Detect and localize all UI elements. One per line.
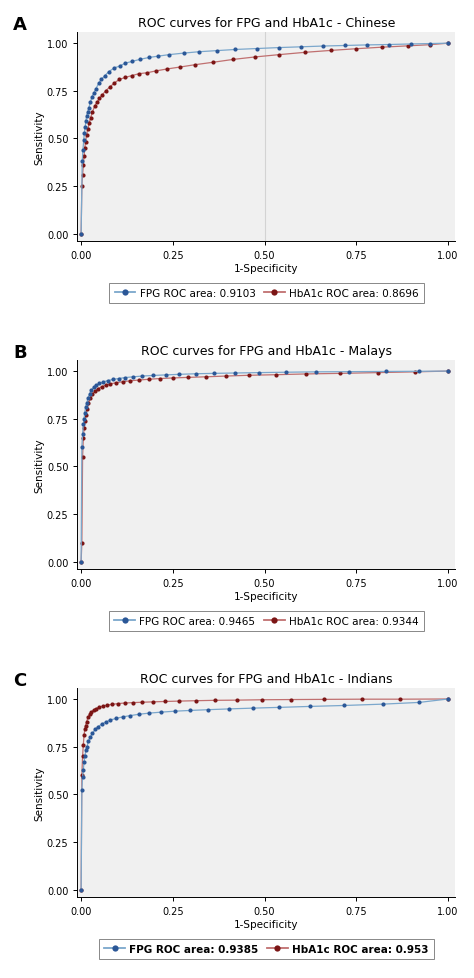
Title: ROC curves for FPG and HbA1c - Malays: ROC curves for FPG and HbA1c - Malays	[141, 344, 392, 358]
Legend: FPG ROC area: 0.9465, HbA1c ROC area: 0.9344: FPG ROC area: 0.9465, HbA1c ROC area: 0.…	[109, 611, 424, 632]
Y-axis label: Sensitivity: Sensitivity	[34, 766, 44, 820]
X-axis label: 1-Specificity: 1-Specificity	[234, 919, 299, 929]
Y-axis label: Sensitivity: Sensitivity	[34, 111, 44, 164]
Text: C: C	[13, 671, 27, 689]
Y-axis label: Sensitivity: Sensitivity	[34, 438, 44, 492]
Legend: FPG ROC area: 0.9103, HbA1c ROC area: 0.8696: FPG ROC area: 0.9103, HbA1c ROC area: 0.…	[109, 284, 424, 304]
X-axis label: 1-Specificity: 1-Specificity	[234, 264, 299, 274]
Text: A: A	[13, 16, 27, 34]
X-axis label: 1-Specificity: 1-Specificity	[234, 592, 299, 601]
Title: ROC curves for FPG and HbA1c - Chinese: ROC curves for FPG and HbA1c - Chinese	[138, 18, 395, 30]
Title: ROC curves for FPG and HbA1c - Indians: ROC curves for FPG and HbA1c - Indians	[140, 672, 392, 686]
Legend: FPG ROC area: 0.9385, HbA1c ROC area: 0.953: FPG ROC area: 0.9385, HbA1c ROC area: 0.…	[99, 939, 434, 959]
Text: B: B	[13, 343, 27, 362]
